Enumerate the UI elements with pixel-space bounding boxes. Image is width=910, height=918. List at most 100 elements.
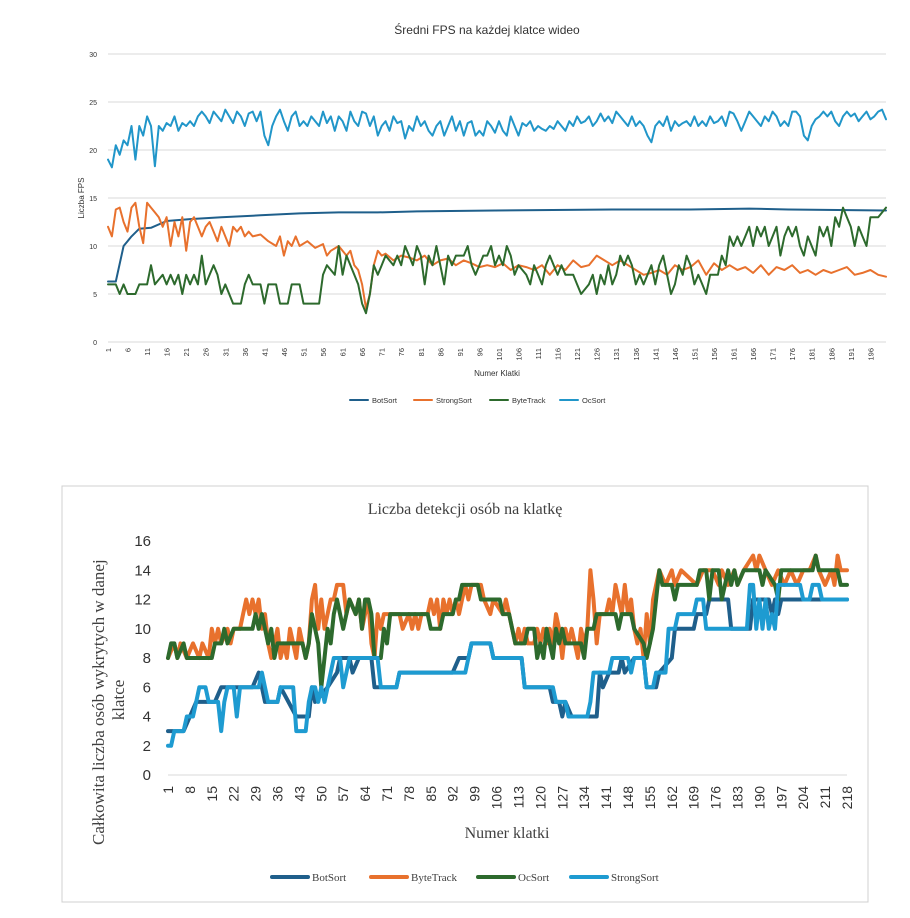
x-tick-label: 50 [313,786,329,802]
x-tick-label: 92 [445,786,461,802]
x-tick-label: 11 [143,348,152,356]
y-tick-label: 2 [143,738,151,755]
legend: BotSort ByteTrack OcSort StrongSort [270,872,659,884]
x-tick-label: 186 [827,348,836,361]
x-tick-label: 29 [248,786,264,802]
y-tick-label: 16 [134,533,151,550]
x-tick-label: 6 [124,348,133,352]
x-tick-label: 1 [104,348,113,352]
y-tick-label: 8 [143,650,151,667]
x-tick-label: 1 [160,786,176,794]
x-tick-label: 196 [866,348,875,361]
x-tick-label: 126 [593,348,602,361]
x-tick-label: 96 [475,348,484,356]
y-tick-label: 15 [89,196,97,203]
x-tick-label: 36 [270,786,286,802]
x-tick-label: 171 [769,348,778,361]
series-line-bytetrack [166,553,849,660]
y-tick-label: 12 [134,592,151,609]
x-tick-label: 81 [417,348,426,356]
x-axis-label: Numer klatki [465,825,550,842]
x-tick-label: 56 [319,348,328,356]
series-line-ocsort [107,108,887,169]
x-tick-label: 141 [598,786,614,810]
x-tick-label: 106 [489,786,505,810]
x-tick-label: 113 [510,786,526,809]
x-tick-label: 161 [730,348,739,361]
x-tick-label: 120 [532,786,548,810]
x-tick-label: 127 [554,786,570,810]
x-tick-label: 16 [163,348,172,356]
x-tick-label: 36 [241,348,250,356]
x-tick-label: 15 [204,786,220,802]
y-axis-label: Całkowita liczba osób wykrytych w danej … [89,555,128,845]
legend-label-bytetrack: ByteTrack [512,396,546,405]
x-tick-label: 46 [280,348,289,356]
x-tick-label: 64 [357,786,373,802]
chart-title: Średni FPS na każdej klatce wideo [394,22,580,37]
y-tick-label: 10 [134,621,151,638]
series-lines [166,553,849,748]
x-tick-label: 85 [423,786,439,802]
series-line-ocsort [166,553,849,690]
x-tick-label: 141 [651,348,660,361]
x-tick-label: 204 [795,786,811,810]
y-tick-label: 20 [89,148,97,155]
y-tick-label: 0 [93,340,97,347]
detections-chart: Liczba detekcji osób na klatkę 024681012… [89,501,855,884]
legend-label-botsort: BotSort [372,396,398,405]
x-tick-label: 121 [573,348,582,361]
legend: BotSort StrongSort ByteTrack OcSort [349,396,606,405]
x-tick-label: 162 [664,786,680,810]
series-line-strongsort [166,582,849,748]
x-tick-label: 101 [495,348,504,361]
y-tick-label: 14 [134,562,151,579]
x-tick-label: 71 [378,348,387,356]
x-axis-label: Numer Klatki [474,369,520,378]
x-tick-label: 176 [708,786,724,810]
series-line-strongsort [107,201,887,310]
x-tick-label: 146 [671,348,680,361]
x-tick-labels: 1 8 15 22 29 36 43 50 57 64 71 78 85 92 99 106 113 120 127… [160,774,855,810]
x-tick-label: 78 [401,786,417,802]
x-tick-label: 190 [751,786,767,810]
x-tick-label: 197 [773,786,789,810]
x-tick-label: 57 [335,786,351,802]
y-tick-label: 6 [143,679,151,696]
x-tick-label: 111 [534,348,543,359]
y-tick-label: 4 [143,709,151,726]
legend-label-ocsort: OcSort [582,396,606,405]
x-tick-label: 211 [817,786,833,809]
y-tick-labels: 0 2 4 6 8 10 12 14 16 [134,533,151,784]
legend-label-strongsort: StrongSort [436,396,473,405]
series-lines [107,108,887,315]
x-tick-label: 76 [397,348,406,356]
chart-title: Liczba detekcji osób na klatkę [368,501,563,518]
legend-label-bytetrack: ByteTrack [411,872,458,884]
x-tick-label: 21 [182,348,191,356]
x-tick-labels: 1 6 11 16 21 26 31 36 41 46 51 56 61 66 71 76 81 86 91 96 10… [104,348,875,361]
x-tick-label: 116 [554,348,563,360]
x-tick-label: 151 [690,348,699,361]
x-tick-label: 183 [729,786,745,810]
x-tick-label: 91 [456,348,465,356]
y-tick-labels: 0 5 10 15 20 25 30 [89,52,97,347]
y-tick-label: 10 [89,244,97,251]
x-tick-label: 43 [291,786,307,802]
x-tick-label: 156 [710,348,719,361]
x-tick-label: 66 [358,348,367,356]
gridlines [108,53,886,343]
x-tick-label: 8 [182,786,198,794]
x-tick-label: 131 [612,348,621,361]
x-tick-label: 191 [847,348,856,361]
x-tick-label: 106 [515,348,524,361]
x-tick-label: 71 [379,786,395,802]
x-tick-label: 148 [620,786,636,810]
y-tick-label: 30 [89,52,97,59]
x-tick-label: 136 [632,348,641,361]
series-line-bytetrack [107,206,887,315]
series-line-botsort [107,207,887,283]
x-tick-label: 176 [788,348,797,361]
x-tick-label: 41 [260,348,269,356]
